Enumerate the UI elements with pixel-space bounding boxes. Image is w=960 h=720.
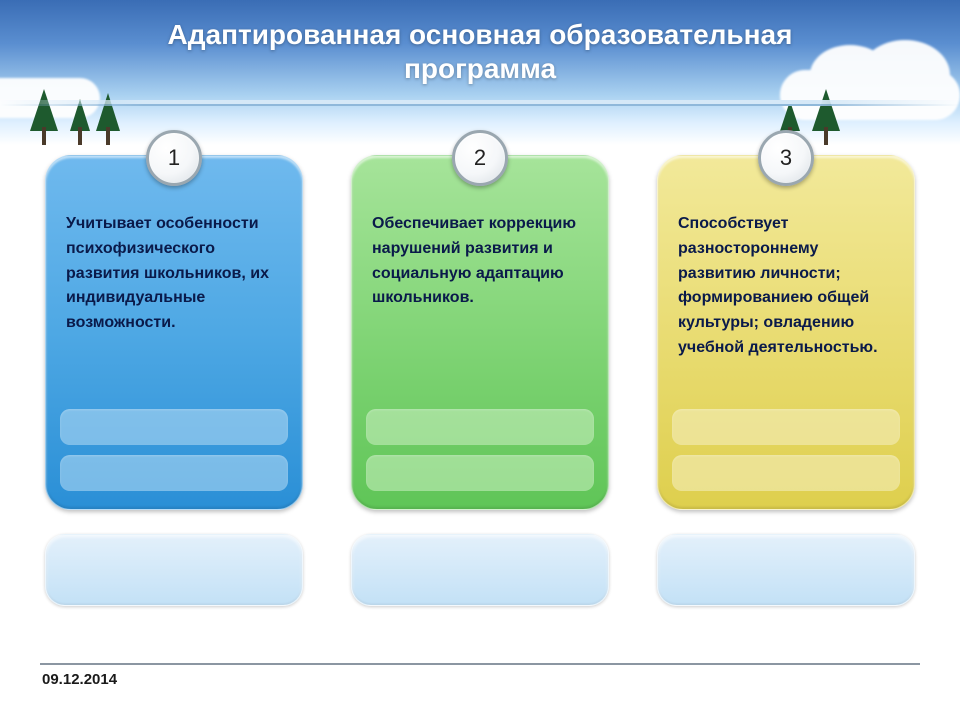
tree-decoration: [30, 89, 58, 145]
title-line-2: программа: [0, 52, 960, 86]
card-number: 2: [474, 145, 486, 171]
card-band: [60, 409, 288, 445]
card-number: 3: [780, 145, 792, 171]
footer-date: 09.12.2014: [42, 671, 117, 688]
card-band: [60, 455, 288, 491]
card-text: Учитывает особенности психофизического р…: [66, 212, 282, 336]
tree-decoration: [812, 89, 840, 145]
card-text: Способствует разностороннему развитию ли…: [678, 212, 894, 361]
mini-card: [657, 534, 915, 606]
mini-card: [45, 534, 303, 606]
card-text: Обеспечивает коррекцию нарушений развити…: [372, 212, 588, 311]
card-badge: 1: [146, 130, 202, 186]
card-band: [366, 455, 594, 491]
footer-divider: [40, 663, 920, 665]
card-3: 3 Способствует разностороннему развитию …: [657, 155, 915, 510]
card-badge: 2: [452, 130, 508, 186]
card-1: 1 Учитывает особенности психофизического…: [45, 155, 303, 510]
mini-card: [351, 534, 609, 606]
card-band: [672, 455, 900, 491]
mini-cards-row: [0, 534, 960, 606]
title-line-1: Адаптированная основная образовательная: [0, 18, 960, 52]
card-number: 1: [168, 145, 180, 171]
card-2: 2 Обеспечивает коррекцию нарушений разви…: [351, 155, 609, 510]
card-band: [366, 409, 594, 445]
slide-title: Адаптированная основная образовательная …: [0, 0, 960, 85]
card-band: [672, 409, 900, 445]
cards-row: 1 Учитывает особенности психофизического…: [0, 155, 960, 510]
title-underline: [0, 100, 960, 104]
card-badge: 3: [758, 130, 814, 186]
